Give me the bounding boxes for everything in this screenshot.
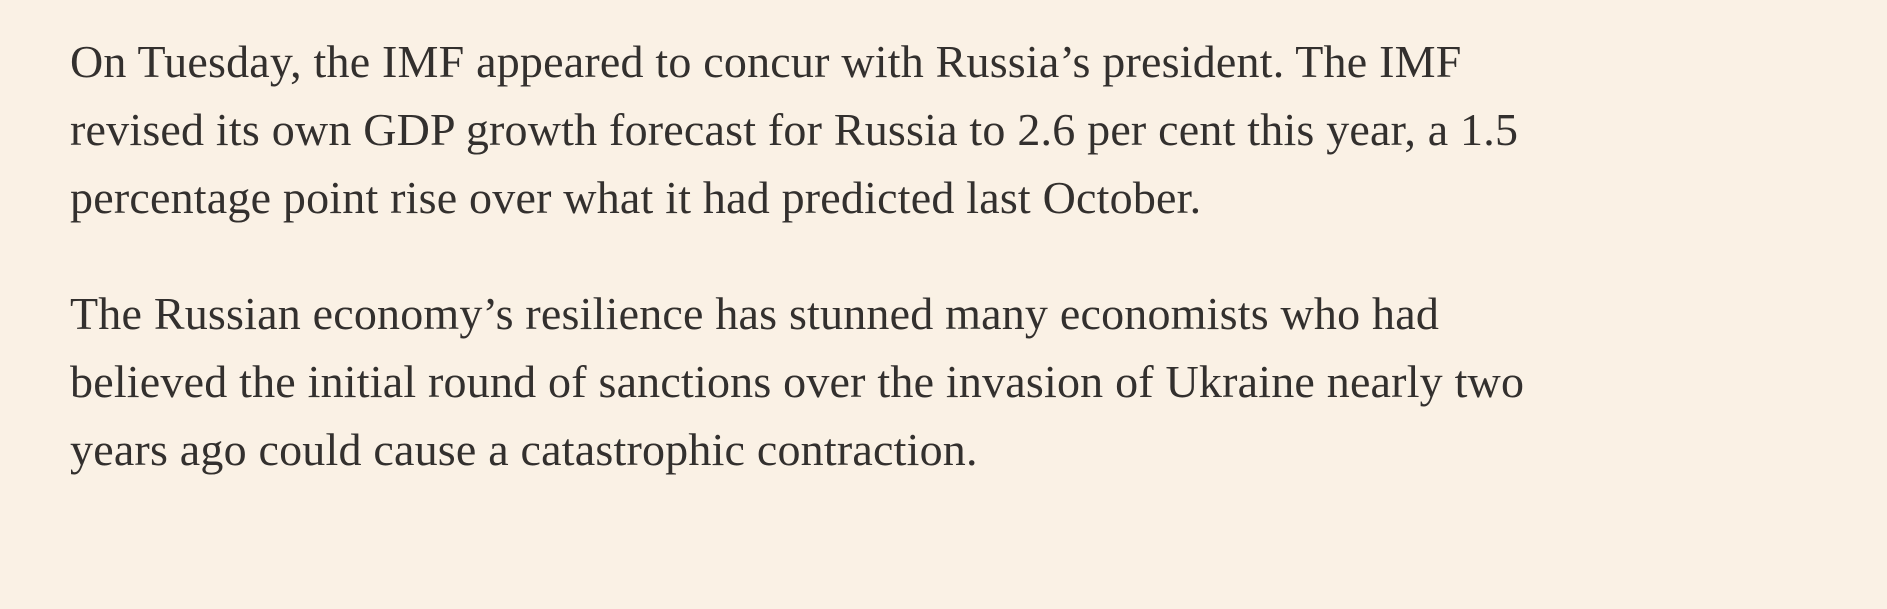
- article-paragraph: The Russian economy’s resilience has stu…: [70, 288, 1525, 475]
- article-paragraph: On Tuesday, the IMF appeared to concur w…: [70, 36, 1519, 223]
